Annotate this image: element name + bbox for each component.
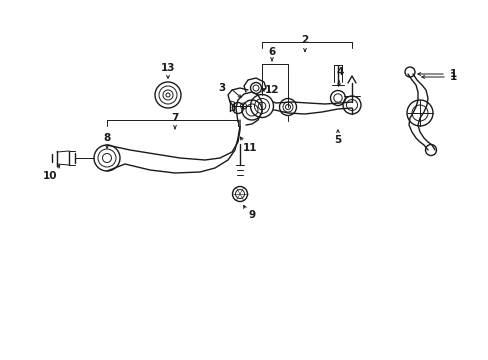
Text: 5: 5 bbox=[334, 135, 341, 145]
Text: 9: 9 bbox=[248, 210, 255, 220]
Text: 4: 4 bbox=[336, 67, 343, 77]
Text: 2: 2 bbox=[301, 35, 308, 45]
Text: 12: 12 bbox=[264, 85, 279, 95]
Text: 1: 1 bbox=[448, 69, 456, 79]
Text: 11: 11 bbox=[242, 143, 257, 153]
Text: 1: 1 bbox=[448, 72, 456, 82]
Text: 3: 3 bbox=[218, 83, 225, 93]
Text: 13: 13 bbox=[161, 63, 175, 73]
Text: 8: 8 bbox=[103, 133, 110, 143]
Text: 6: 6 bbox=[268, 47, 275, 57]
Text: 7: 7 bbox=[171, 113, 178, 123]
Text: 10: 10 bbox=[42, 171, 57, 181]
